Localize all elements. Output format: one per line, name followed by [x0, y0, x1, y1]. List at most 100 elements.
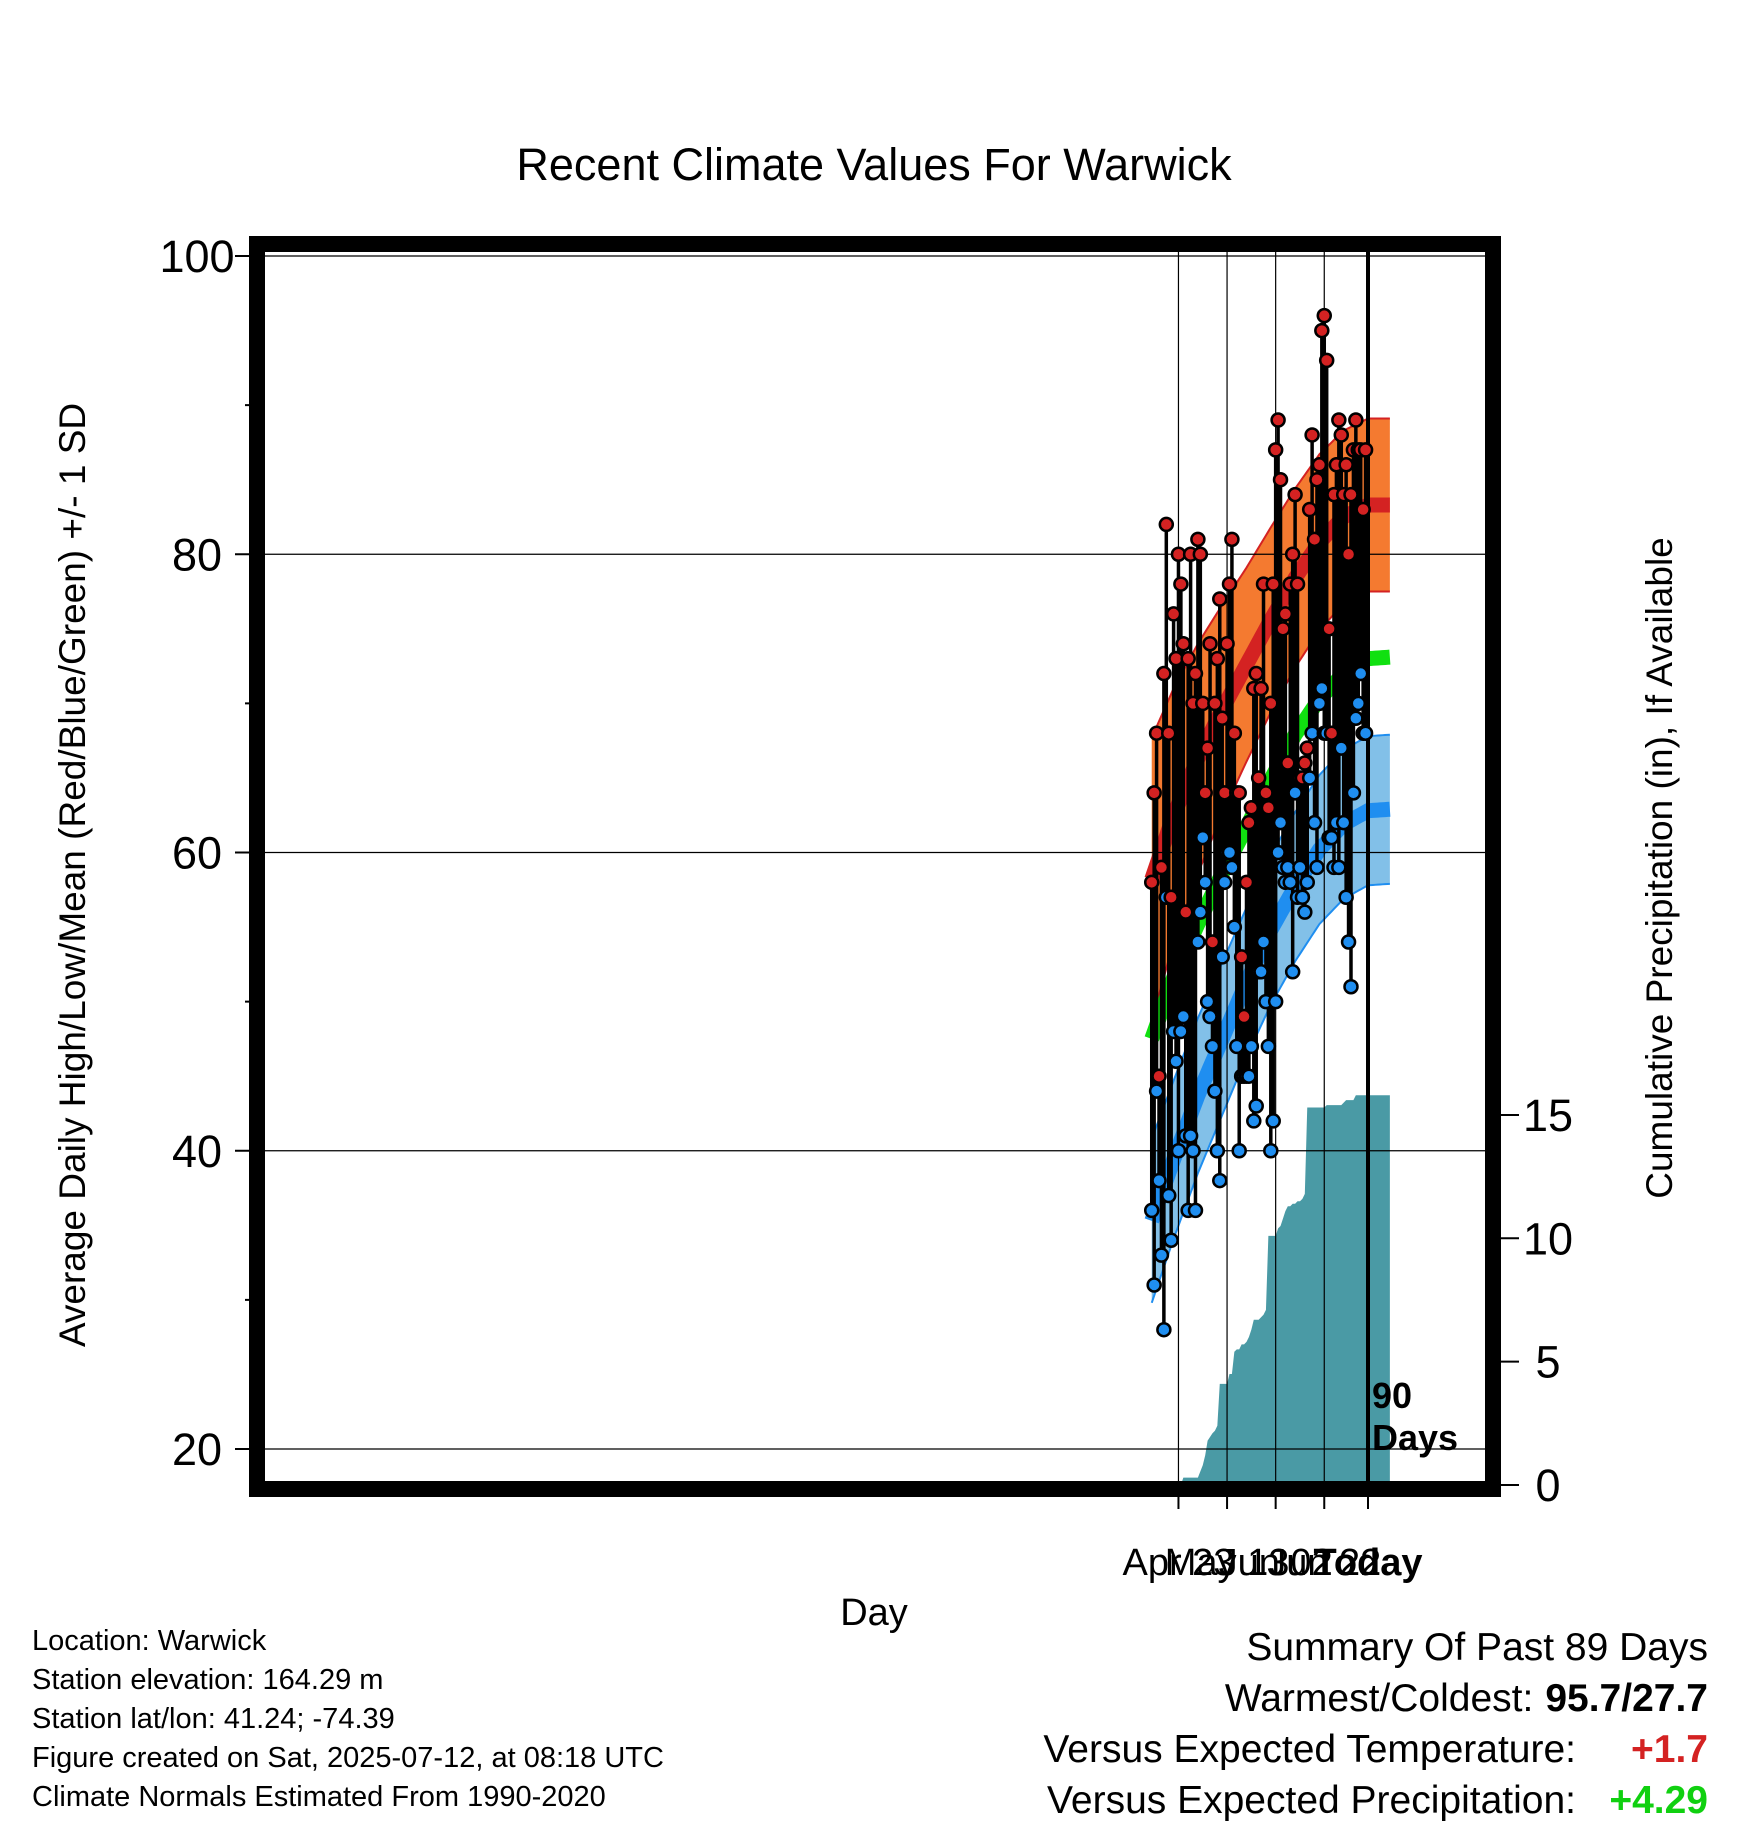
high-point	[1275, 621, 1291, 637]
low-point	[1248, 1098, 1264, 1114]
high-point	[1207, 695, 1223, 712]
high-point	[1199, 740, 1216, 756]
low-point	[1224, 859, 1240, 876]
high-point	[1143, 874, 1160, 891]
high-point	[1209, 650, 1226, 667]
station-info: Location: Warwick Station elevation: 164…	[32, 1622, 664, 1817]
plot-content	[257, 244, 1493, 1489]
low-point	[1187, 1202, 1204, 1219]
high-point	[1270, 412, 1286, 428]
high-point	[1158, 516, 1175, 533]
y-tick-label: 80	[172, 529, 222, 580]
high-point	[1284, 546, 1301, 562]
high-point	[1253, 680, 1269, 697]
precip-value: +4.29	[1609, 1779, 1708, 1822]
y-tick-label: 100	[159, 231, 234, 282]
high-point	[1241, 814, 1257, 831]
high-point	[1323, 725, 1340, 741]
high-point	[1304, 427, 1320, 443]
low-point	[1287, 785, 1303, 801]
low-point	[1323, 829, 1340, 846]
low-point	[1173, 1023, 1189, 1040]
low-point	[1253, 964, 1269, 980]
high-point	[1226, 725, 1243, 741]
high-point	[1219, 635, 1235, 652]
high-point	[1224, 531, 1240, 548]
high-point	[1277, 606, 1294, 622]
high-point	[1287, 486, 1303, 503]
low-point	[1272, 814, 1289, 831]
low-point	[1226, 919, 1243, 935]
high-point	[1173, 576, 1189, 592]
high-point	[1343, 486, 1359, 503]
high-point	[1280, 755, 1296, 771]
y2-tick-label: 0	[1535, 1460, 1560, 1511]
low-point	[1221, 844, 1238, 861]
low-sd-band	[1151, 734, 1390, 1303]
low-point	[1204, 1038, 1221, 1055]
high-point	[1204, 934, 1221, 950]
low-point	[1331, 859, 1347, 876]
low-point	[1246, 1113, 1262, 1129]
low-point	[1267, 993, 1284, 1010]
low-point	[1350, 695, 1367, 712]
y-tick-label: 20	[172, 1424, 222, 1475]
high-point	[1202, 635, 1218, 652]
y-tick-label: 60	[172, 828, 222, 879]
y2-tick-label: 5	[1535, 1337, 1560, 1388]
created-text: Figure created on Sat, 2025-07-12, at 08…	[32, 1742, 664, 1774]
high-point	[1250, 770, 1267, 786]
y-tick-label: 40	[172, 1126, 222, 1177]
low-point	[1241, 1068, 1257, 1084]
high-point	[1265, 576, 1281, 592]
high-point	[1175, 635, 1192, 652]
high-point	[1231, 785, 1247, 801]
low-point	[1292, 859, 1308, 876]
low-point	[1170, 1143, 1187, 1159]
low-point	[1190, 934, 1206, 950]
x-tick-label: May 13	[1165, 1542, 1290, 1584]
low-point	[1338, 889, 1354, 905]
low-point	[1168, 1053, 1184, 1070]
low-point	[1185, 1143, 1201, 1159]
low-point	[1282, 874, 1298, 891]
high-point	[1311, 457, 1328, 473]
high-point	[1236, 1008, 1252, 1025]
high-point	[1260, 800, 1277, 816]
low-point	[1345, 785, 1362, 801]
high-point	[1321, 621, 1337, 637]
high-point	[1267, 442, 1284, 458]
elevation-text: Station elevation: 164.29 m	[32, 1664, 384, 1696]
low-point	[1212, 1172, 1228, 1189]
low-point	[1301, 770, 1318, 786]
low-point	[1163, 1232, 1179, 1248]
low-point	[1231, 1143, 1247, 1159]
high-point	[1318, 352, 1335, 369]
summary-precip: Versus Expected Precipitation: +4.29	[1043, 1775, 1708, 1826]
high-point	[1214, 710, 1230, 727]
x-tick-label: Jun 02	[1219, 1542, 1333, 1584]
high-point	[1243, 800, 1260, 816]
high-point	[1355, 501, 1371, 518]
high-point	[1316, 307, 1333, 324]
low-point	[1309, 859, 1325, 876]
low-point	[1153, 1247, 1170, 1263]
high-point	[1297, 755, 1313, 771]
high-point	[1180, 650, 1196, 667]
low-point	[1255, 934, 1272, 950]
location-text: Location: Warwick	[32, 1625, 267, 1657]
x-tick-label: Jun 22	[1267, 1542, 1381, 1584]
low-point	[1299, 874, 1315, 891]
low-point	[1202, 1008, 1218, 1025]
low-point	[1143, 1202, 1160, 1219]
days-label-word: Days	[1372, 1417, 1458, 1458]
temp-value: +1.7	[1631, 1728, 1708, 1771]
low-point	[1216, 874, 1233, 891]
low-point	[1311, 695, 1328, 712]
warm-cold-value: 95.7/27.7	[1545, 1677, 1708, 1720]
low-point	[1160, 1187, 1177, 1204]
y2-axis-label: Cumulative Precipitation (in), If Availa…	[1639, 537, 1680, 1199]
low-point	[1348, 710, 1364, 727]
